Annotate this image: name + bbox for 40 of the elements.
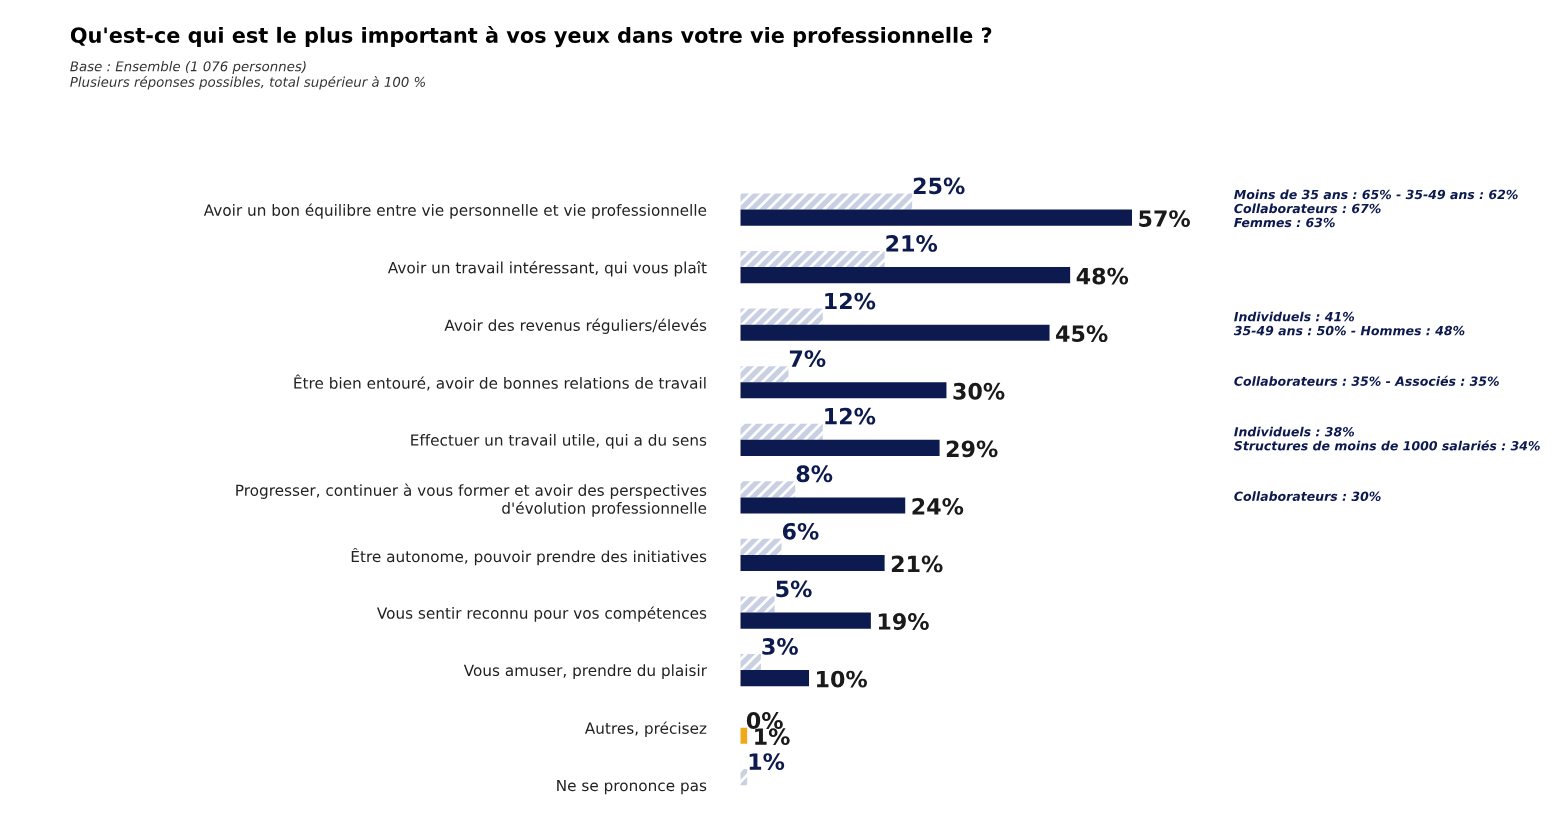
data-label: 45% bbox=[1056, 325, 1108, 343]
bar bbox=[740, 251, 885, 268]
bar bbox=[740, 481, 796, 498]
data-label: 1% bbox=[749, 753, 785, 770]
data-label: 21% bbox=[891, 555, 943, 573]
data-label: 30% bbox=[953, 382, 1005, 400]
bar bbox=[740, 554, 885, 572]
data-label: 1% bbox=[755, 728, 790, 746]
bar bbox=[740, 612, 871, 629]
bar bbox=[740, 308, 823, 325]
data-label: 21% bbox=[886, 235, 938, 252]
data-label: 57% bbox=[1139, 210, 1190, 227]
bar bbox=[740, 366, 789, 383]
bar bbox=[740, 670, 810, 687]
bar bbox=[740, 538, 782, 555]
bar bbox=[740, 596, 775, 613]
bar bbox=[740, 439, 940, 456]
bar bbox=[740, 324, 1050, 341]
bar bbox=[740, 653, 761, 671]
data-label: 7% bbox=[789, 350, 826, 368]
data-label: 24% bbox=[912, 497, 964, 515]
data-label: 5% bbox=[776, 580, 812, 598]
data-label: 48% bbox=[1076, 267, 1129, 285]
data-label: 12% bbox=[825, 292, 876, 310]
data-label: 19% bbox=[878, 613, 929, 630]
bar bbox=[740, 382, 947, 399]
data-label: 25% bbox=[913, 177, 965, 195]
bar bbox=[740, 193, 913, 210]
bar bbox=[740, 209, 1132, 226]
text: Qu'est-ce qui est le plus important à vos yeux dans votre vie professionnelle ? bbox=[70, 26, 992, 48]
data-label: 0% bbox=[746, 712, 783, 729]
data-label: 3% bbox=[762, 638, 798, 655]
bar bbox=[740, 497, 906, 514]
data-label: 10% bbox=[817, 670, 867, 688]
bar bbox=[740, 267, 1071, 284]
data-label: 6% bbox=[782, 522, 819, 540]
data-label: 8% bbox=[796, 465, 833, 483]
data-label: 29% bbox=[946, 440, 998, 458]
data-label: 12% bbox=[825, 407, 876, 425]
bar bbox=[740, 423, 823, 440]
